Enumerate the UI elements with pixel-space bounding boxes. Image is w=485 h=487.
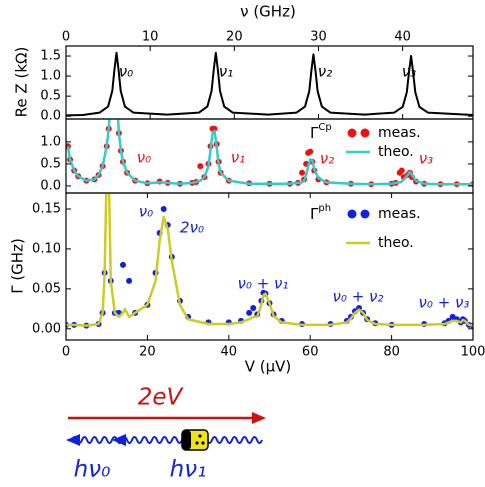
legend-swatch xyxy=(360,209,370,219)
data-point xyxy=(398,167,405,174)
legend-title-sup: Cp xyxy=(318,122,331,133)
photon-label: hν₀ xyxy=(74,457,111,483)
legend-title-base: Γ xyxy=(310,124,319,142)
x-tick-label: 40 xyxy=(221,345,238,360)
legend-swatch xyxy=(360,128,370,138)
legend-title: Γph xyxy=(310,203,331,223)
x-axis-label: ν (GHz) xyxy=(240,3,296,21)
voltage-arrowhead xyxy=(252,412,266,424)
legend-title-sup: ph xyxy=(318,203,331,214)
peak-annotation: ν₀ xyxy=(137,149,151,167)
junction-electrode xyxy=(182,430,191,450)
junction-dot xyxy=(195,441,199,445)
peak-annotation: ν₃ xyxy=(419,150,433,168)
data-point xyxy=(299,169,306,176)
y-tick-label: 0.5 xyxy=(40,156,61,171)
peak-annotation: ν₀ xyxy=(119,63,133,81)
y-tick-label: 0.15 xyxy=(32,201,61,216)
peak-annotation: ν₀ + ν₂ xyxy=(333,288,384,306)
axes-frame xyxy=(65,192,474,341)
peak-annotation: ν₀ + ν₃ xyxy=(419,294,470,312)
peak-annotation: 2ν₀ xyxy=(180,219,204,237)
x-tick-label: 20 xyxy=(226,30,243,45)
data-point xyxy=(160,205,167,212)
y-tick-label: 0.10 xyxy=(32,241,61,256)
legend-swatch xyxy=(347,209,357,219)
legend-title: ΓCp xyxy=(310,122,332,142)
legend-swatch xyxy=(347,128,357,138)
data-point xyxy=(106,166,112,172)
data-point xyxy=(197,163,204,170)
peak-annotation: ν₁ xyxy=(219,63,233,81)
legend-label: meas. xyxy=(378,206,421,222)
data-point xyxy=(307,148,314,155)
y-tick-label: 1.0 xyxy=(40,134,61,149)
data-line xyxy=(66,51,473,117)
x-tick-label: 10 xyxy=(142,30,159,45)
plot-area xyxy=(66,51,473,188)
peak-annotation: ν₂ xyxy=(318,63,332,81)
y-axis-label: Γ (GHz) xyxy=(9,238,27,294)
y-tick-label: 0.5 xyxy=(40,89,61,104)
legend-label: theo. xyxy=(378,144,414,160)
peak-annotation: ν₀ + ν₁ xyxy=(238,275,289,293)
junction-dot xyxy=(198,434,202,438)
peak-annotation: ν₁ xyxy=(231,149,245,167)
photon-wave xyxy=(71,436,263,444)
data-point xyxy=(126,277,133,284)
data-point xyxy=(119,261,126,268)
data-point xyxy=(246,309,253,316)
x-axis-label: V (μV) xyxy=(245,358,292,376)
peak-annotation: ν₂ xyxy=(320,150,334,168)
legend-title-base: Γ xyxy=(310,205,319,223)
x-tick-label: 20 xyxy=(139,345,156,360)
y-tick-label: 0.00 xyxy=(32,321,61,336)
data-point xyxy=(114,95,120,101)
data-point xyxy=(211,125,218,132)
photon-label: hν₁ xyxy=(170,457,207,483)
plot-area xyxy=(66,166,473,329)
x-tick-label: 80 xyxy=(383,345,400,360)
y-tick-label: 0.05 xyxy=(32,281,61,296)
peak-annotation: ν₃ xyxy=(402,63,416,81)
data-point xyxy=(250,305,257,312)
voltage-label: 2eV xyxy=(138,385,185,411)
x-tick-label: 60 xyxy=(302,345,319,360)
peak-annotation: ν₀ xyxy=(139,203,153,221)
y-tick-label: 1.0 xyxy=(40,69,61,84)
x-tick-label: 0 xyxy=(62,30,70,45)
y-tick-label: 0.0 xyxy=(40,109,61,124)
x-tick-label: 30 xyxy=(310,30,327,45)
y-tick-label: 0.0 xyxy=(40,178,61,193)
photon-arrowhead xyxy=(66,434,80,446)
legend-label: meas. xyxy=(378,125,421,141)
x-tick-label: 40 xyxy=(394,30,411,45)
y-tick-label: 1.5 xyxy=(40,49,61,64)
photon-arrowhead xyxy=(112,434,126,446)
y-axis-label: Re Z (kΩ) xyxy=(13,47,31,118)
data-line xyxy=(66,193,473,327)
x-tick-label: 100 xyxy=(461,345,485,360)
x-tick-label: 0 xyxy=(62,345,70,360)
data-point xyxy=(110,51,116,57)
plot-area xyxy=(66,51,473,117)
junction-dot xyxy=(201,441,205,445)
legend-label: theo. xyxy=(378,235,414,251)
data-line xyxy=(66,119,473,186)
